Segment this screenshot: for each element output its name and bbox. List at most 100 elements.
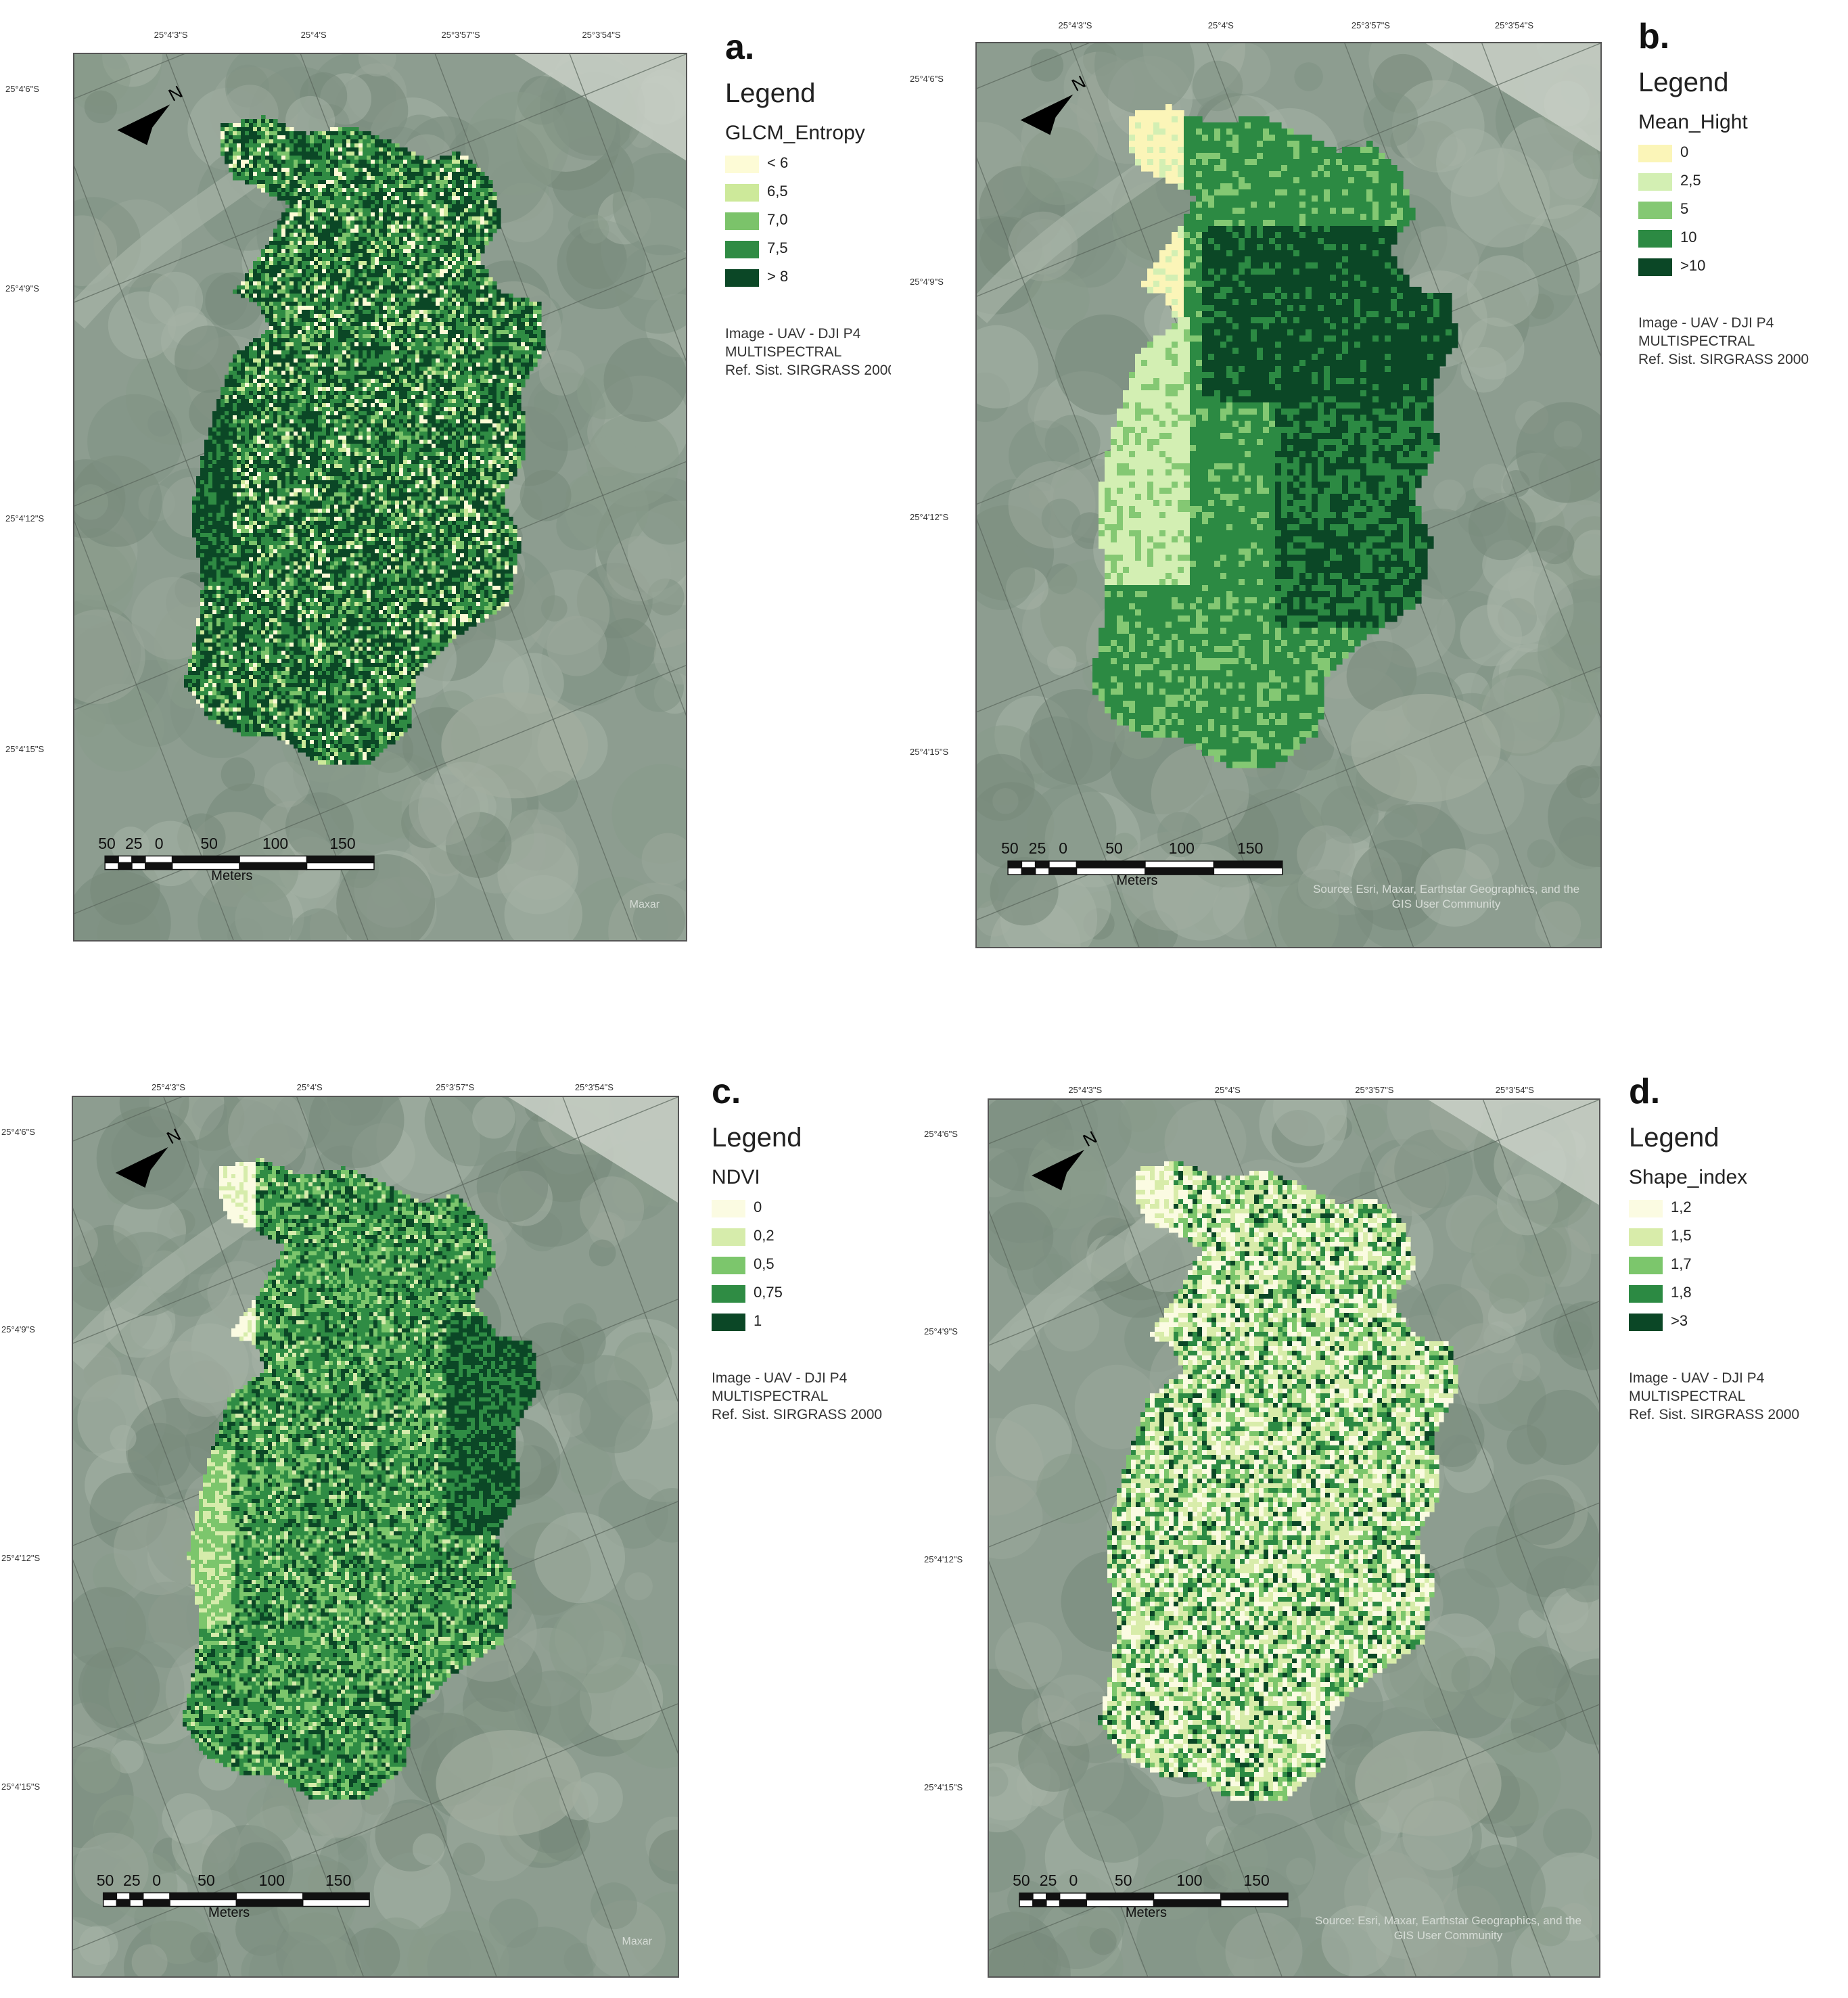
raster-cell xyxy=(391,298,396,302)
raster-cell xyxy=(456,164,461,168)
raster-cell xyxy=(334,220,339,225)
raster-cell xyxy=(298,338,302,343)
raster-cell xyxy=(277,346,282,351)
raster-cell xyxy=(513,407,517,412)
raster-cell xyxy=(322,363,327,367)
raster-cell xyxy=(253,375,258,379)
raster-cell xyxy=(415,375,420,379)
raster-cell xyxy=(419,342,424,347)
raster-cell xyxy=(314,387,319,392)
raster-cell xyxy=(281,306,286,310)
raster-cell xyxy=(492,403,497,408)
raster-cell xyxy=(350,160,355,164)
raster-cell xyxy=(290,184,294,189)
raster-cell xyxy=(350,269,355,274)
raster-cell xyxy=(423,184,428,189)
raster-cell xyxy=(407,196,412,201)
raster-cell xyxy=(444,371,448,375)
raster-cell xyxy=(411,298,416,302)
raster-cell xyxy=(306,379,310,384)
raster-cell xyxy=(342,342,347,347)
raster-cell xyxy=(306,346,310,351)
raster-cell xyxy=(298,294,302,298)
graticule-line xyxy=(74,519,234,940)
raster-cell xyxy=(371,375,375,379)
raster-cell xyxy=(261,119,266,124)
raster-cell xyxy=(391,363,396,367)
raster-cell xyxy=(334,147,339,152)
raster-cell xyxy=(428,342,432,347)
raster-cell xyxy=(241,395,246,400)
raster-cell xyxy=(350,423,355,428)
raster-cell xyxy=(330,229,335,233)
raster-cell xyxy=(314,375,319,379)
raster-cell xyxy=(318,233,323,237)
raster-cell xyxy=(501,298,505,302)
raster-cell xyxy=(468,220,473,225)
raster-cell xyxy=(326,249,331,254)
raster-cell xyxy=(492,391,497,396)
raster-cell xyxy=(269,310,274,315)
raster-cell xyxy=(407,220,412,225)
raster-cell xyxy=(281,334,286,339)
raster-cell xyxy=(354,237,359,241)
raster-cell xyxy=(273,342,278,347)
raster-cell xyxy=(294,180,298,185)
raster-cell xyxy=(318,395,323,400)
raster-cell xyxy=(379,192,384,197)
raster-cell xyxy=(432,427,436,432)
raster-cell xyxy=(326,143,331,148)
raster-cell xyxy=(253,379,258,384)
raster-cell xyxy=(448,330,453,335)
raster-cell xyxy=(265,379,270,384)
raster-cell xyxy=(359,131,363,136)
raster-cell xyxy=(432,395,436,400)
raster-cell xyxy=(306,180,310,185)
raster-cell xyxy=(395,415,400,420)
raster-cell xyxy=(326,225,331,229)
raster-cell xyxy=(334,261,339,266)
raster-cell xyxy=(306,208,310,213)
basemap-canopy xyxy=(74,609,145,704)
raster-cell xyxy=(221,391,225,396)
raster-cell xyxy=(411,237,416,241)
raster-cell xyxy=(367,180,371,185)
raster-cell xyxy=(444,395,448,400)
raster-cell xyxy=(237,363,241,367)
raster-cell xyxy=(334,399,339,404)
raster-cell xyxy=(290,225,294,229)
raster-cell xyxy=(423,298,428,302)
raster-cell xyxy=(419,419,424,424)
raster-cell xyxy=(298,326,302,331)
raster-cell xyxy=(387,253,392,258)
raster-cell xyxy=(411,204,416,209)
raster-cell xyxy=(399,306,404,310)
raster-cell xyxy=(460,172,465,177)
raster-cell xyxy=(501,326,505,331)
raster-cell xyxy=(371,253,375,258)
raster-cell xyxy=(229,415,233,420)
raster-cell xyxy=(387,423,392,428)
raster-cell xyxy=(423,212,428,217)
raster-cell xyxy=(277,135,282,140)
raster-cell xyxy=(359,249,363,254)
raster-cell xyxy=(363,139,367,144)
raster-cell xyxy=(253,172,258,177)
raster-cell xyxy=(306,168,310,172)
raster-cell xyxy=(281,164,286,168)
raster-cell xyxy=(387,233,392,237)
raster-cell xyxy=(359,277,363,282)
raster-cell xyxy=(363,302,367,306)
raster-cell xyxy=(399,180,404,185)
raster-cell xyxy=(245,168,250,172)
raster-cell xyxy=(229,379,233,384)
raster-cell xyxy=(415,318,420,323)
raster-cell xyxy=(432,403,436,408)
raster-cell xyxy=(391,200,396,205)
raster-cell xyxy=(277,375,282,379)
raster-cell xyxy=(314,379,319,384)
raster-cell xyxy=(395,143,400,148)
raster-cell xyxy=(399,379,404,384)
raster-cell xyxy=(326,220,331,225)
raster-cell xyxy=(273,383,278,388)
